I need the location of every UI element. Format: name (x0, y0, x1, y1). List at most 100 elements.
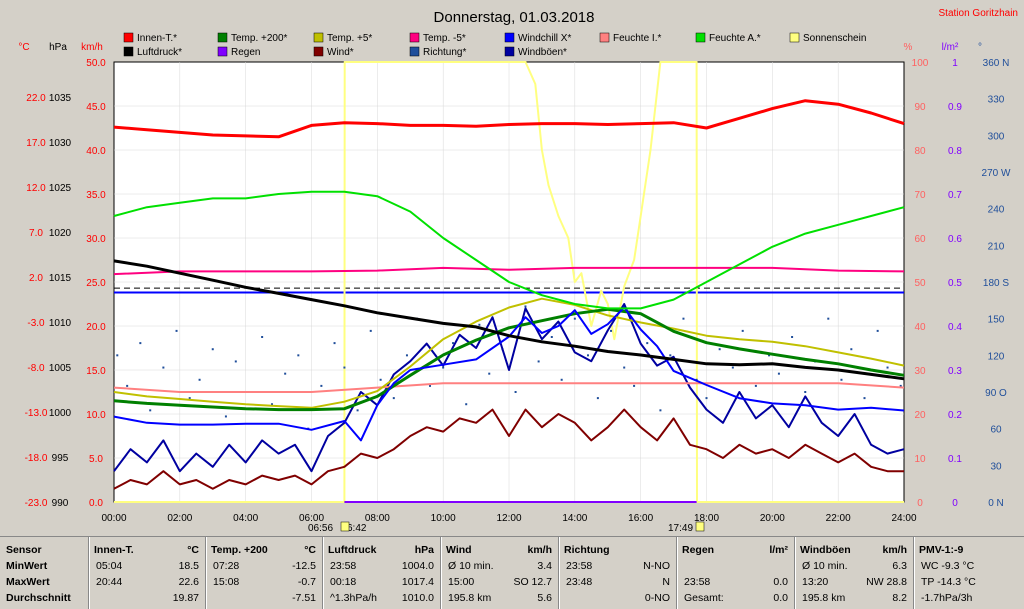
direction-point (804, 391, 807, 393)
tick-degrees: 150 (988, 315, 1005, 326)
tick-hpa: 1025 (49, 183, 72, 194)
tick-kmh: 25.0 (86, 278, 106, 289)
tick-rain: 1 (952, 58, 958, 69)
direction-point (718, 348, 721, 351)
tick-x: 02:00 (167, 513, 192, 524)
series-line-feuchte_a (113, 190, 905, 310)
tick-hpa: 1030 (49, 138, 72, 149)
direction-point (705, 397, 708, 400)
series-line-luftdruck (113, 259, 905, 381)
stat-value: 13:20 (802, 576, 829, 588)
legend-label: Windböen* (518, 47, 567, 58)
direction-point (271, 403, 273, 406)
direction-point (284, 372, 287, 375)
stat-value: 0.0 (773, 592, 788, 604)
direction-point (537, 360, 540, 363)
tick-celsius: 7.0 (29, 228, 43, 239)
tick-percent: 10 (914, 454, 926, 465)
stat-header: Luftdruck (328, 544, 377, 556)
stat-unit: km/h (527, 544, 552, 556)
tick-hpa: 1005 (49, 363, 72, 374)
tick-degrees: 180 S (983, 278, 1009, 289)
stat-header: Windböen (800, 544, 851, 556)
direction-point (682, 317, 685, 320)
stat-value: -7.51 (292, 592, 316, 604)
stat-value: 23:58 (684, 576, 711, 588)
direction-point (550, 336, 553, 338)
tick-degrees: 30 (990, 461, 1002, 472)
tick-degrees: 210 (988, 241, 1005, 252)
legend-swatch (599, 32, 610, 43)
series-line-innen (113, 99, 905, 139)
tick-x: 04:00 (233, 513, 258, 524)
tick-x: 18:00 (694, 513, 719, 524)
direction-point (224, 415, 227, 418)
legend-swatch (313, 32, 324, 43)
direction-point (175, 329, 178, 332)
row-label-sensor: Sensor (6, 544, 42, 556)
legend-label: Feuchte A.* (709, 33, 761, 44)
sunrise-label-2: 6:42 (347, 523, 367, 534)
series-line-temp_m5 (113, 266, 905, 276)
stat-column: Temp. +200 °C 07:28 -12.5 15:08 -0.7 -7.51 (205, 537, 322, 609)
axis-label-hpa: hPa (49, 42, 67, 53)
legend-label: Sonnenschein (803, 33, 866, 44)
tick-rain: 0.5 (948, 278, 962, 289)
stat-value: TP -14.3 °C (921, 576, 976, 588)
direction-point (392, 397, 395, 400)
direction-point (478, 323, 481, 326)
tick-celsius: 12.0 (26, 183, 46, 194)
direction-point (261, 336, 264, 338)
row-label-avg: Durchschnitt (6, 592, 71, 604)
legend-label: Richtung* (423, 47, 466, 58)
tick-degrees: 240 (988, 205, 1005, 216)
direction-point (465, 403, 468, 406)
legend: Innen-T.* Temp. +200* Temp. +5* Temp. -5* Wi… (123, 32, 866, 58)
tick-hpa: 1020 (49, 228, 72, 239)
stat-column: PMV-1:-9 WC -9.3 °C TP -14.3 °C -1.7hPa/3h (913, 537, 1024, 609)
tick-celsius: -23.0 (25, 498, 48, 509)
stat-column: Richtung 23:58 N-NO 23:48 N 0-NO (558, 537, 676, 609)
direction-point (442, 366, 445, 369)
tick-rain: 0.4 (948, 322, 962, 333)
tick-celsius: 22.0 (26, 93, 46, 104)
legend-swatch (217, 46, 228, 57)
direction-point (139, 342, 142, 345)
direction-point (741, 329, 744, 332)
tick-percent: 100 (912, 58, 929, 69)
direction-point (356, 409, 359, 412)
legend-label: Temp. -5* (423, 33, 466, 44)
axis-label-celsius: °C (18, 42, 29, 53)
chart-title: Donnerstag, 01.03.2018 (434, 9, 595, 26)
stat-column: Luftdruck hPa 23:58 1004.0 00:18 1017.4 ^1.3hP… (322, 537, 440, 609)
direction-point (514, 391, 517, 393)
direction-point (234, 360, 237, 363)
stat-value: 3.4 (537, 560, 552, 572)
stat-value: 23:58 (566, 560, 593, 572)
legend-label: Innen-T.* (137, 33, 177, 44)
direction-point (333, 342, 336, 345)
direction-point (623, 366, 626, 369)
stat-value: Ø 10 min. (448, 560, 494, 572)
series-line-windboeen (113, 303, 905, 473)
direction-point (297, 354, 300, 357)
tick-degrees: 300 (988, 131, 1005, 142)
tick-kmh: 20.0 (86, 322, 106, 333)
axis-label-percent: % (904, 42, 913, 53)
stat-value: 5.6 (537, 592, 552, 604)
direction-point (863, 397, 866, 400)
stat-value: 23:48 (566, 576, 593, 588)
direction-point (669, 354, 672, 357)
stat-value: 22.6 (178, 576, 199, 588)
stat-value: 15:08 (213, 576, 240, 588)
tick-kmh: 15.0 (86, 366, 106, 377)
stat-value: 00:18 (330, 576, 357, 588)
direction-point (524, 305, 527, 308)
row-label-max: MaxWert (6, 576, 50, 588)
stat-header: Temp. +200 (211, 544, 268, 556)
axis-label-rain: l/m² (942, 42, 959, 53)
direction-point (850, 348, 853, 351)
tick-x: 20:00 (760, 513, 785, 524)
tick-x: 08:00 (365, 513, 390, 524)
tick-celsius: -3.0 (27, 318, 45, 329)
